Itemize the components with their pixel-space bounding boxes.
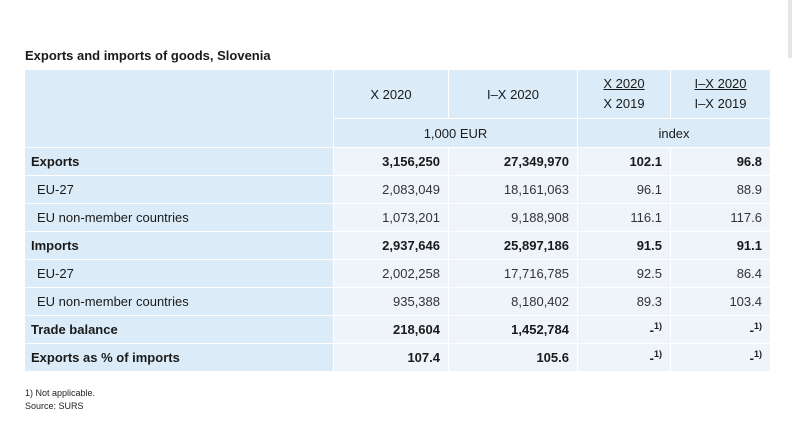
cell-value: 2,083,049: [333, 175, 449, 204]
cell-not-applicable: -1): [670, 315, 771, 344]
table-row: Trade balance 218,604 1,452,784 -1) -1): [24, 315, 771, 344]
na-dash: -: [749, 350, 754, 366]
cell-not-applicable: -1): [670, 343, 771, 372]
header-col4-denominator: I–X 2019: [694, 96, 747, 111]
row-label-eu27: EU-27: [24, 175, 334, 204]
row-label-trade-balance: Trade balance: [24, 315, 334, 344]
header-stub: [24, 69, 334, 148]
cell-value: 218,604: [333, 315, 449, 344]
cell-value: 96.1: [577, 175, 671, 204]
cell-value: 1,073,201: [333, 203, 449, 232]
cell-value: 91.5: [577, 231, 671, 260]
header-col-cumulative: I–X 2020: [448, 69, 578, 119]
row-label-imports: Imports: [24, 231, 334, 260]
cell-not-applicable: -1): [577, 343, 671, 372]
footnote-mark: 1): [653, 349, 662, 360]
header-col4-numerator: I–X 2020: [694, 76, 747, 91]
header-col-cumulative-index: I–X 2020 I–X 2019: [670, 69, 771, 119]
cell-value: 86.4: [670, 259, 771, 288]
table-row: EU-27 2,083,049 18,161,063 96.1 88.9: [24, 175, 771, 204]
cell-value: 88.9: [670, 175, 771, 204]
source-note: Source: SURS: [25, 401, 84, 411]
na-dash: -: [649, 322, 654, 338]
row-label-coverage: Exports as % of imports: [24, 343, 334, 372]
table-row: EU-27 2,002,258 17,716,785 92.5 86.4: [24, 259, 771, 288]
na-dash: -: [649, 350, 654, 366]
cell-not-applicable: -1): [577, 315, 671, 344]
header-col3-denominator: X 2019: [603, 96, 645, 111]
na-dash: -: [749, 322, 754, 338]
cell-value: 8,180,402: [448, 287, 578, 316]
cell-value: 9,188,908: [448, 203, 578, 232]
cell-value: 935,388: [333, 287, 449, 316]
table-row: Imports 2,937,646 25,897,186 91.5 91.1: [24, 231, 771, 260]
cell-value: 25,897,186: [448, 231, 578, 260]
scrollbar[interactable]: [788, 0, 792, 58]
trade-table: X 2020 I–X 2020 X 2020 X 2019 I–X 2020 I–X…: [24, 69, 771, 372]
cell-value: 107.4: [333, 343, 449, 372]
cell-value: 2,002,258: [333, 259, 449, 288]
table-row: Exports 3,156,250 27,349,970 102.1 96.8: [24, 147, 771, 176]
cell-value: 105.6: [448, 343, 578, 372]
row-label-non-eu: EU non-member countries: [24, 203, 334, 232]
unit-header-eur: 1,000 EUR: [333, 118, 578, 148]
header-col-month-index: X 2020 X 2019: [577, 69, 671, 119]
footnote-mark: 1): [753, 349, 762, 360]
row-label-exports: Exports: [24, 147, 334, 176]
cell-value: 18,161,063: [448, 175, 578, 204]
row-label-non-eu: EU non-member countries: [24, 287, 334, 316]
cell-value: 27,349,970: [448, 147, 578, 176]
cell-value: 96.8: [670, 147, 771, 176]
cell-value: 103.4: [670, 287, 771, 316]
cell-value: 116.1: [577, 203, 671, 232]
header-col-month: X 2020: [333, 69, 449, 119]
table-title: Exports and imports of goods, Slovenia: [25, 48, 271, 63]
cell-value: 2,937,646: [333, 231, 449, 260]
cell-value: 1,452,784: [448, 315, 578, 344]
cell-value: 17,716,785: [448, 259, 578, 288]
table-notes: 1) Not applicable. Source: SURS: [25, 387, 95, 413]
header-col3-numerator: X 2020: [603, 76, 645, 91]
cell-value: 102.1: [577, 147, 671, 176]
table-row: Exports as % of imports 107.4 105.6 -1) …: [24, 343, 771, 372]
cell-value: 89.3: [577, 287, 671, 316]
row-label-eu27: EU-27: [24, 259, 334, 288]
cell-value: 3,156,250: [333, 147, 449, 176]
cell-value: 117.6: [670, 203, 771, 232]
footnote-mark: 1): [653, 321, 662, 332]
unit-header-index: index: [577, 118, 771, 148]
cell-value: 91.1: [670, 231, 771, 260]
table-row: EU non-member countries 935,388 8,180,40…: [24, 287, 771, 316]
cell-value: 92.5: [577, 259, 671, 288]
footnote-not-applicable: 1) Not applicable.: [25, 388, 96, 398]
table-row: EU non-member countries 1,073,201 9,188,…: [24, 203, 771, 232]
footnote-mark: 1): [753, 321, 762, 332]
